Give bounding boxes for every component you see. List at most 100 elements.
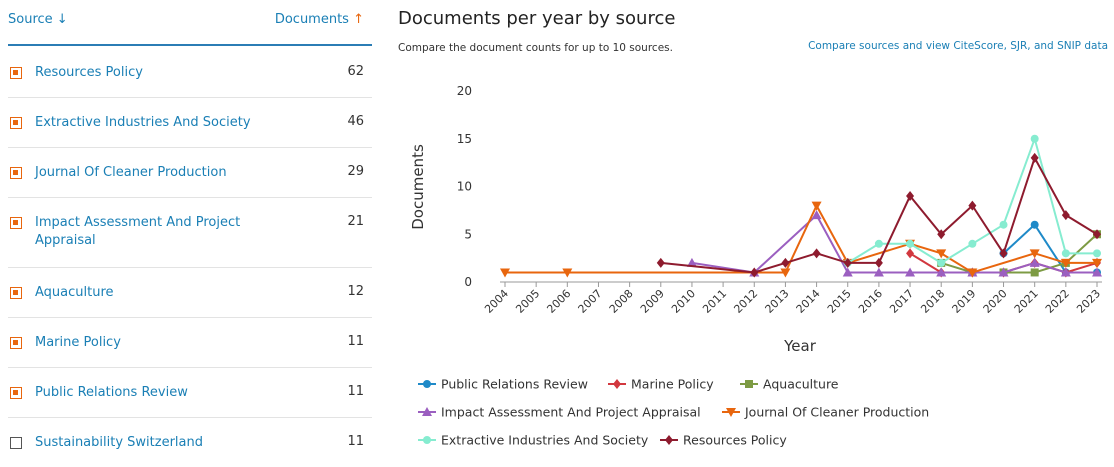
data-point [1093, 249, 1101, 258]
data-point [1030, 152, 1039, 163]
x-tick-label: 2005 [513, 287, 542, 316]
x-tick-label: 2018 [918, 287, 947, 316]
checkbox[interactable] [10, 167, 22, 179]
x-tick-label: 2019 [949, 287, 978, 316]
legend-marker [423, 380, 431, 388]
data-point [874, 257, 883, 268]
legend-label: Journal Of Cleaner Production [744, 405, 929, 420]
source-name[interactable]: Impact Assessment And Project Appraisal [35, 215, 241, 248]
data-point [1030, 134, 1039, 143]
data-point [1029, 249, 1040, 259]
data-point [1093, 229, 1101, 240]
series-line [691, 213, 1097, 274]
checkbox[interactable] [10, 117, 22, 129]
data-point [562, 268, 573, 278]
legend-marker [745, 380, 753, 388]
y-tick-label: 0 [464, 275, 472, 289]
series-line [940, 233, 1098, 274]
y-tick-label: 5 [464, 227, 472, 241]
data-point [1060, 258, 1071, 268]
x-tick-label: 2014 [794, 287, 823, 316]
source-name[interactable]: Journal Of Cleaner Production [35, 165, 227, 180]
document-count: 21 [347, 214, 364, 229]
series-line [1002, 223, 1097, 274]
data-point [967, 268, 978, 278]
data-point [1060, 267, 1071, 277]
checkbox[interactable] [10, 217, 22, 229]
data-point [906, 248, 915, 259]
x-tick-label: 2011 [700, 287, 729, 316]
source-name[interactable]: Resources Policy [35, 65, 143, 80]
data-point [998, 267, 1009, 277]
checkbox[interactable] [10, 67, 22, 79]
x-tick-label: 2020 [981, 287, 1010, 316]
data-point [906, 191, 915, 202]
checkbox[interactable] [10, 337, 22, 349]
source-row: Impact Assessment And Project Appraisal 2… [8, 198, 372, 268]
compare-link[interactable]: Compare sources and view CiteScore, SJR,… [808, 40, 1108, 52]
data-point [1061, 249, 1070, 258]
legend-label: Marine Policy [631, 377, 714, 392]
data-point [937, 258, 946, 267]
data-point [750, 267, 759, 278]
source-name[interactable]: Sustainability Switzerland [35, 435, 203, 450]
data-point [968, 200, 977, 211]
document-count: 11 [347, 434, 364, 449]
legend-marker [665, 435, 673, 445]
checkbox[interactable] [10, 287, 22, 299]
data-point [1061, 210, 1070, 221]
x-tick-label: 2012 [731, 287, 760, 316]
legend-marker [422, 407, 432, 416]
source-row: Public Relations Review 11 [8, 368, 372, 418]
source-name[interactable]: Public Relations Review [35, 385, 188, 400]
data-point [656, 257, 665, 268]
source-row: Extractive Industries And Society 46 [8, 98, 372, 148]
data-point [1092, 267, 1102, 277]
x-tick-label: 2013 [763, 287, 792, 316]
data-point [1030, 220, 1039, 229]
source-sort[interactable]: Source ↓ [8, 12, 68, 27]
documents-header: Documents [274, 12, 349, 27]
checkbox[interactable] [10, 387, 22, 399]
source-panel: Source ↓ Documents ↑ Resources Policy 62 E… [0, 0, 372, 467]
x-tick-label: 2022 [1043, 287, 1072, 316]
x-tick-label: 2015 [825, 287, 854, 316]
legend-label: Extractive Industries And Society [441, 433, 649, 448]
legend-label: Impact Assessment And Project Appraisal [441, 405, 701, 420]
legend-label: Public Relations Review [441, 377, 588, 392]
list-header: Source ↓ Documents ↑ [8, 8, 372, 46]
checkbox[interactable] [10, 437, 22, 449]
document-count: 12 [347, 284, 364, 299]
source-name[interactable]: Aquaculture [35, 285, 114, 300]
data-point [1029, 257, 1040, 267]
data-point [999, 248, 1008, 259]
legend-label: Resources Policy [683, 433, 787, 448]
source-name[interactable]: Marine Policy [35, 335, 121, 350]
data-point [780, 268, 791, 278]
source-name[interactable]: Extractive Industries And Society [35, 115, 251, 130]
y-axis-label: Documents [409, 144, 427, 230]
data-point [999, 220, 1008, 229]
data-point [905, 267, 916, 277]
source-row: Aquaculture 12 [8, 268, 372, 318]
legend-marker [613, 379, 621, 389]
data-point [811, 210, 822, 220]
source-row: Marine Policy 11 [8, 318, 372, 368]
x-tick-label: 2017 [887, 287, 916, 316]
x-tick-label: 2008 [607, 287, 636, 316]
x-tick-label: 2006 [544, 287, 573, 316]
y-tick-label: 15 [457, 132, 472, 146]
data-point [1092, 258, 1102, 268]
source-row: Resources Policy 62 [8, 48, 372, 98]
chart-subtitle: Compare the document counts for up to 10… [398, 42, 673, 54]
x-tick-label: 2004 [482, 287, 511, 316]
data-point [873, 267, 884, 277]
data-point [811, 201, 822, 211]
document-count: 46 [347, 114, 364, 129]
data-point [686, 257, 697, 267]
documents-sort[interactable]: Documents ↑ [274, 12, 364, 27]
legend-label: Aquaculture [763, 377, 839, 392]
data-point [812, 248, 821, 259]
data-point [842, 267, 853, 277]
chart-title: Documents per year by source [398, 8, 675, 29]
